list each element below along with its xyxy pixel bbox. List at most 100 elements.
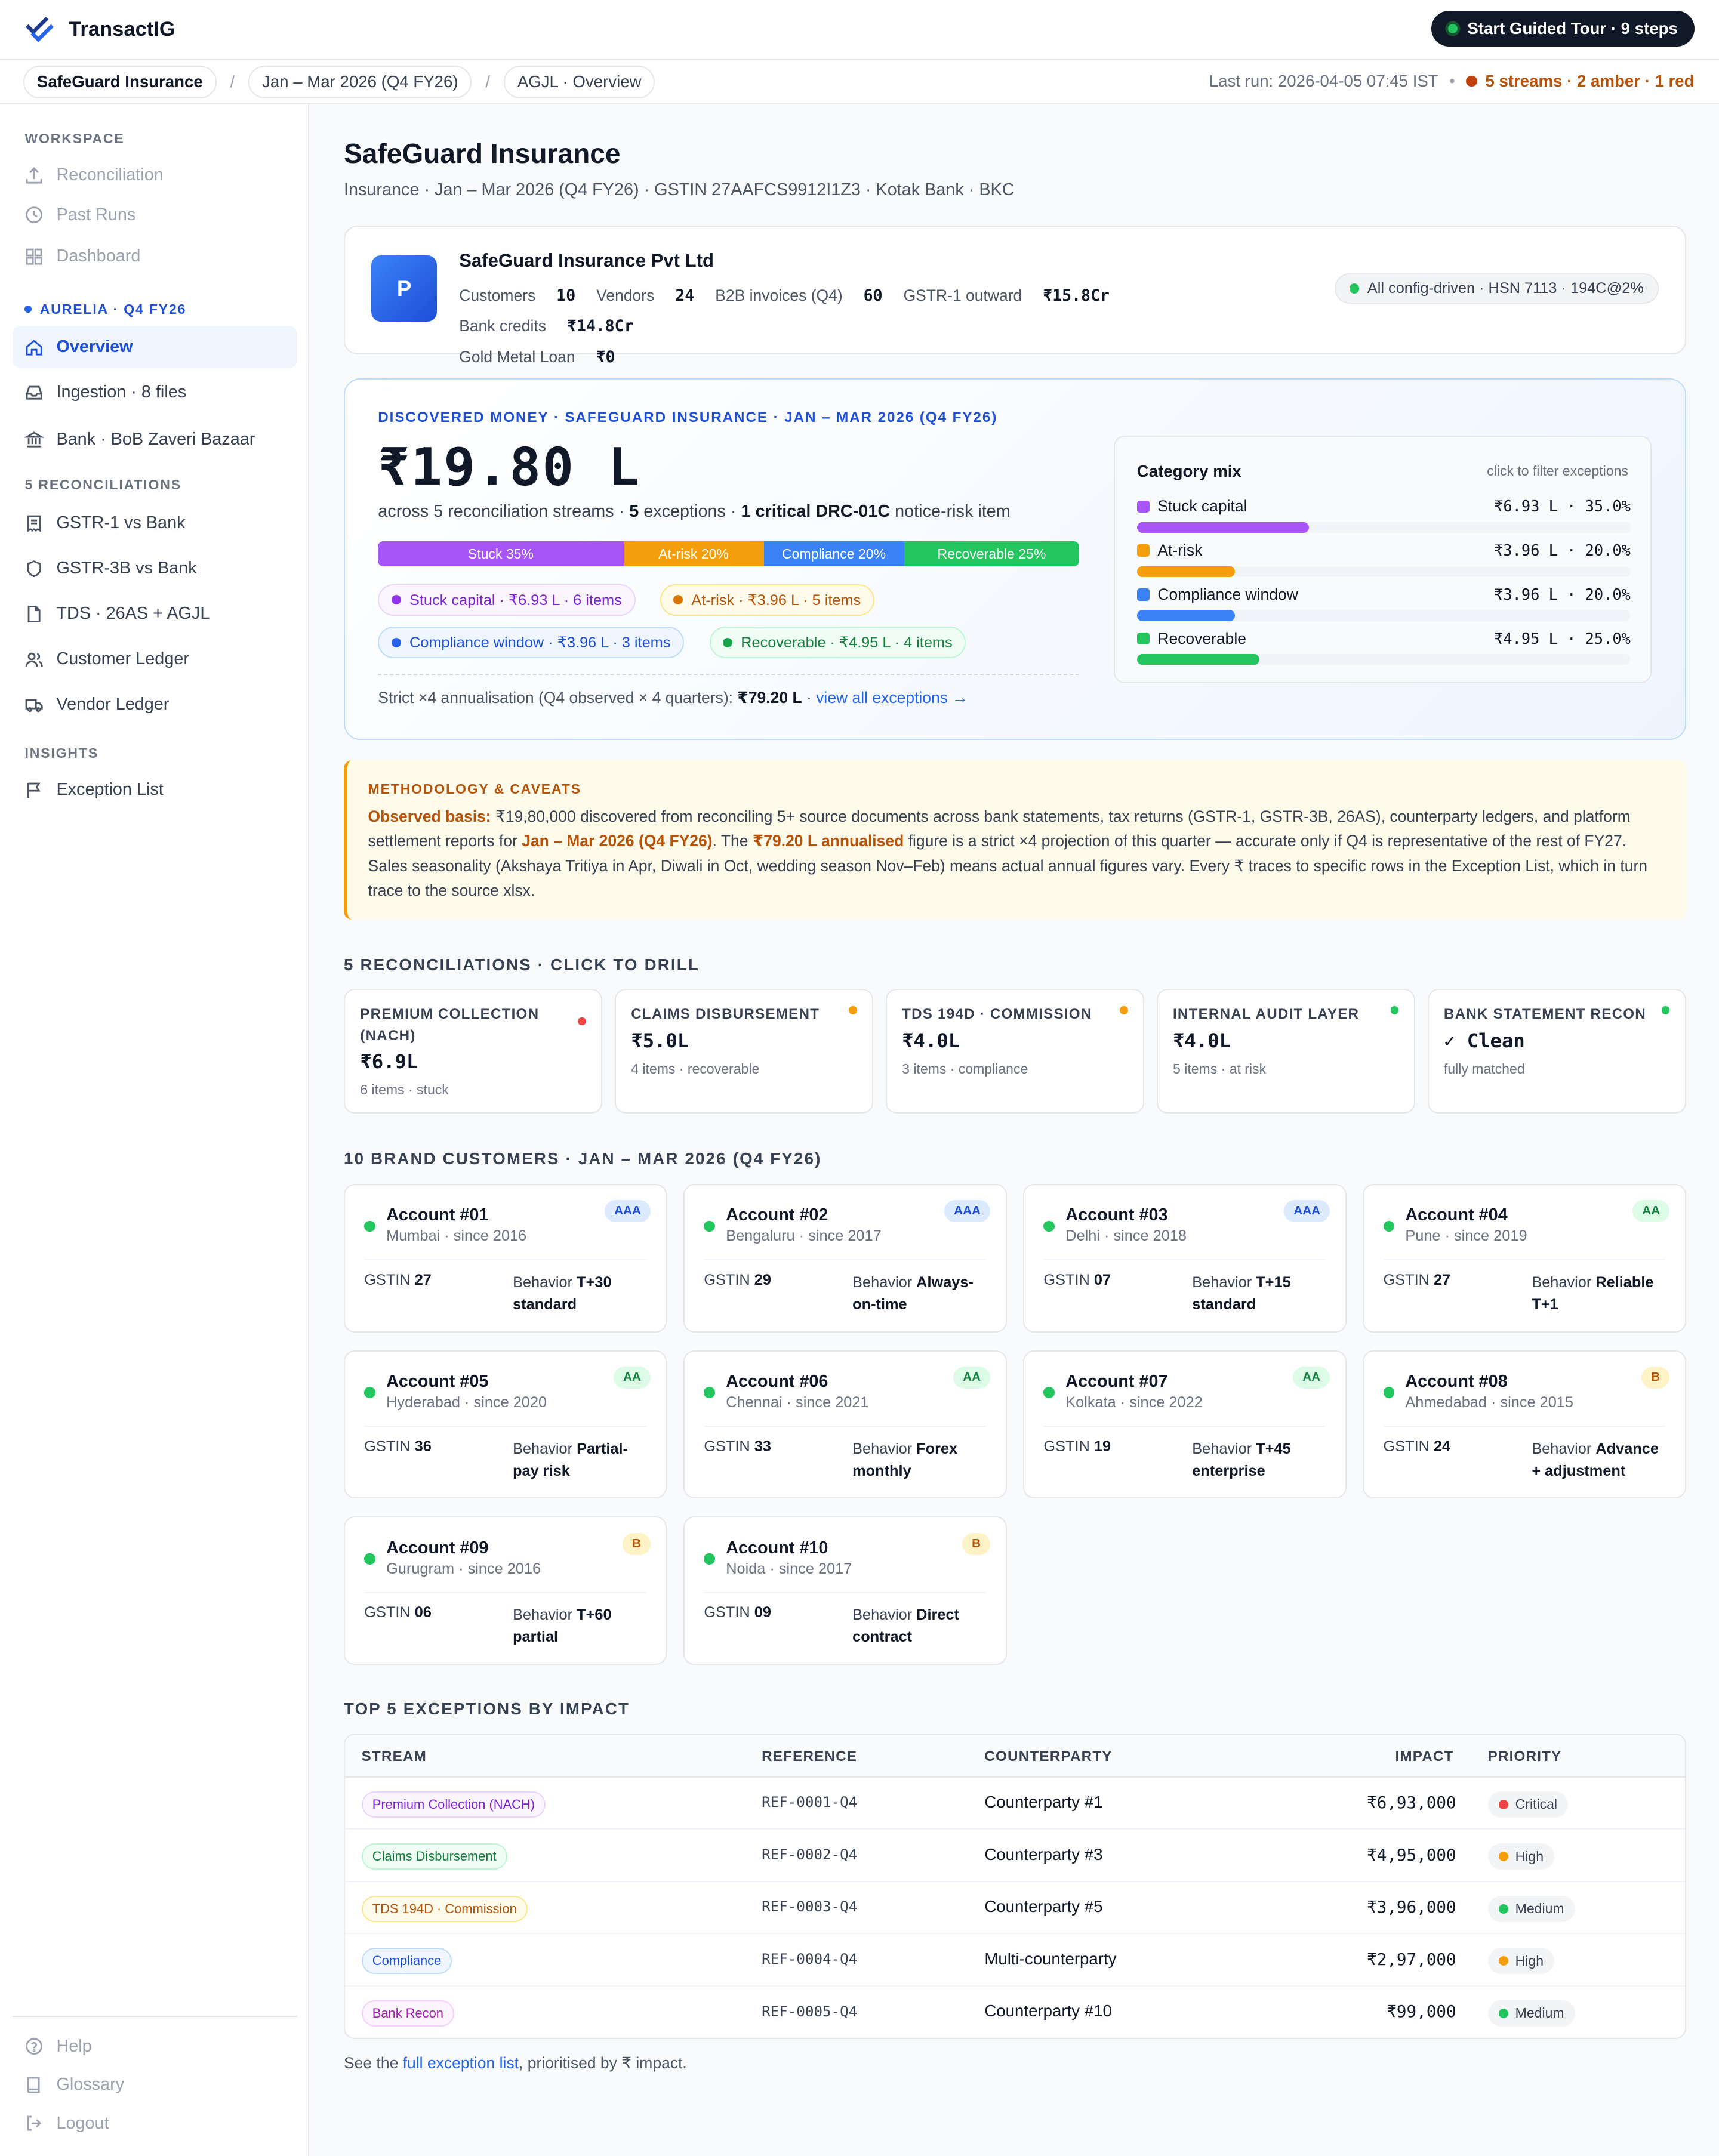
status-dot-icon [364,1387,375,1398]
divider [364,1425,647,1427]
sidebar-item-gstr3b-vs-bank[interactable]: GSTR-3B vs Bank [13,547,297,590]
sidebar-item-past-runs[interactable]: Past Runs [13,194,297,236]
reference-cell: REF-0004-Q4 [762,1951,858,1968]
customer-card[interactable]: Account #10 Noida · since 2017 B GSTIN 09 Be… [683,1516,1007,1665]
column-header-reference[interactable]: REFERENCE [762,1748,858,1765]
customer-card[interactable]: Account #01 Mumbai · since 2016 AAA GSTIN 2… [344,1183,667,1333]
stream-tag[interactable]: Premium Collection (NACH) [361,1791,546,1818]
guided-tour-button[interactable]: Start Guided Tour · 9 steps [1431,11,1695,47]
crumb-entity[interactable]: SafeGuard Insurance [23,65,217,98]
sidebar-item-exception-list[interactable]: Exception List [13,769,297,811]
stat-label: Vendors [596,286,655,304]
sidebar-item-logout[interactable]: Logout [13,2102,297,2145]
tier-badge: B [962,1532,991,1555]
run-status[interactable]: 5 streams · 2 amber · 1 red [1466,72,1695,91]
mix-row-stuck[interactable]: Stuck capital ₹6.93 L · 35.0% [1136,497,1631,533]
segment-compliance[interactable]: Compliance 20% [763,541,904,566]
sidebar-item-reconciliation[interactable]: Reconciliation [13,154,297,196]
customer-card[interactable]: Account #07 Kolkata · since 2022 AA GSTIN 1… [1023,1350,1347,1499]
customer-behavior: Behavior T+15 standard [1192,1272,1329,1316]
chip-at-risk[interactable]: At-risk · ₹3.96 L · 5 items [660,584,875,616]
sidebar-item-label: Dashboard [56,246,141,266]
crumb-view[interactable]: AGJL · Overview [504,65,655,98]
status-dot-icon [1043,1387,1055,1398]
recon-sub: fully matched [1443,1061,1525,1077]
recon-card-claims[interactable]: CLAIMS DISBURSEMENT ₹5.0L 4 items · recove… [614,988,874,1114]
stream-tag[interactable]: Compliance [361,1948,452,1975]
behavior-value: Partial-pay risk [513,1440,628,1479]
impact-cell: ₹3,96,000 [1366,1897,1456,1917]
customer-card[interactable]: Account #09 Gurugram · since 2016 B GSTIN 0… [344,1516,667,1665]
column-header-priority[interactable]: PRIORITY [1487,1748,1562,1765]
sidebar-section-workspace: WORKSPACE [24,130,125,146]
mix-label: Recoverable [1157,629,1247,647]
stream-tag[interactable]: TDS 194D · Commission [361,1895,528,1922]
methodology-callout: METHODOLOGY & CAVEATS Observed basis: ₹1… [344,760,1686,920]
table-row[interactable]: Claims Disbursement REF-0002-Q4 Counterpar… [345,1830,1685,1882]
chip-label: Stuck capital · ₹6.93 L · 6 items [409,591,622,609]
sidebar-item-ingestion[interactable]: Ingestion · 8 files [13,371,297,414]
customer-name: Account #05 [386,1372,489,1392]
customer-card[interactable]: Account #05 Hyderabad · since 2020 AA GSTIN… [344,1350,667,1499]
customer-gstin: GSTIN 27 [364,1272,432,1289]
status-dot-icon [1349,283,1360,294]
app-logo[interactable]: TransactIG [24,14,175,45]
customer-card[interactable]: Account #03 Delhi · since 2018 AAA GSTIN 07… [1023,1183,1347,1333]
priority-badge: High [1487,1948,1555,1975]
recon-card-tds[interactable]: TDS 194D · COMMISSION ₹4.0L 3 items · comp… [885,988,1144,1114]
sidebar-item-overview[interactable]: Overview [12,326,297,369]
recon-card-bank-statement[interactable]: BANK STATEMENT RECON ✓ Clean fully matched [1427,988,1686,1114]
customer-name: Account #10 [726,1538,828,1557]
mix-row-at-risk[interactable]: At-risk ₹3.96 L · 20.0% [1136,541,1631,578]
sidebar-item-bank[interactable]: Bank · BoB Zaveri Bazaar [13,418,297,460]
divider [704,1259,987,1260]
sidebar-item-vendor-ledger[interactable]: Vendor Ledger [13,683,297,726]
view-all-exceptions-link[interactable]: view all exceptions → [816,688,968,707]
customer-card[interactable]: Account #02 Bengaluru · since 2017 AAA GSTI… [683,1183,1007,1333]
methodology-text: Observed basis: ₹19,80,000 discovered fr… [368,804,1668,903]
table-row[interactable]: Premium Collection (NACH) REF-0001-Q4 Coun… [345,1778,1685,1830]
stream-tag[interactable]: Claims Disbursement [361,1843,507,1870]
full-exception-list-link[interactable]: full exception list [402,2054,519,2072]
counterparty-cell: Counterparty #5 [984,1897,1103,1916]
recon-card-premium[interactable]: PREMIUM COLLECTION (NACH) ₹6.9L 6 items · … [344,988,603,1114]
mix-row-recoverable[interactable]: Recoverable ₹4.95 L · 25.0% [1136,629,1631,665]
table-row[interactable]: TDS 194D · Commission REF-0003-Q4 Counterp… [345,1882,1685,1935]
sidebar-item-help[interactable]: Help [13,2025,297,2068]
recon-value: ₹5.0L [631,1029,689,1053]
chip-stuck-capital[interactable]: Stuck capital · ₹6.93 L · 6 items [378,584,636,616]
crumb-period[interactable]: Jan – Mar 2026 (Q4 FY26) [248,65,472,98]
category-stacked-bar[interactable]: Stuck 35% At-risk 20% Compliance 20% Rec… [378,541,1080,566]
sidebar-item-glossary[interactable]: Glossary [13,2064,297,2106]
sidebar-item-label: Vendor Ledger [56,695,170,714]
column-header-counterparty[interactable]: COUNTERPARTY [984,1748,1113,1765]
mix-value: ₹6.93 L · 35.0% [1494,497,1631,516]
status-dot-icon [364,1220,375,1232]
methodology-heading: METHODOLOGY & CAVEATS [368,781,581,797]
recon-card-internal-audit[interactable]: INTERNAL AUDIT LAYER ₹4.0L 5 items · at ri… [1156,988,1415,1114]
sidebar-item-label: Reconciliation [56,165,164,185]
stream-tag[interactable]: Bank Recon [361,2000,455,2027]
sidebar-item-tds[interactable]: TDS · 26AS + AGJL [13,593,297,635]
chip-recoverable[interactable]: Recoverable · ₹4.95 L · 4 items [709,627,966,659]
segment-recoverable[interactable]: Recoverable 25% [904,541,1080,566]
customer-card[interactable]: Account #06 Chennai · since 2021 AA GSTIN 3… [683,1350,1007,1499]
column-header-stream[interactable]: STREAM [361,1748,427,1765]
customer-name: Account #09 [386,1538,489,1557]
segment-stuck[interactable]: Stuck 35% [378,541,624,566]
chip-compliance-window[interactable]: Compliance window · ₹3.96 L · 3 items [378,627,685,659]
mix-row-compliance[interactable]: Compliance window ₹3.96 L · 20.0% [1136,585,1631,621]
customer-card[interactable]: Account #04 Pune · since 2019 AA GSTIN 27 Be… [1363,1183,1686,1333]
sidebar-item-customer-ledger[interactable]: Customer Ledger [13,638,297,680]
crumb-separator: / [230,72,235,91]
table-row[interactable]: Compliance REF-0004-Q4 Multi-counterparty ₹… [345,1934,1685,1987]
column-header-impact[interactable]: IMPACT [1395,1748,1454,1765]
customer-card[interactable]: Account #08 Ahmedabad · since 2015 B GSTIN … [1363,1350,1686,1499]
sidebar-item-dashboard[interactable]: Dashboard [13,235,297,277]
sidebar-item-gstr1-vs-bank[interactable]: GSTR-1 vs Bank [13,502,297,544]
priority-badge: High [1487,1843,1555,1870]
customer-behavior: Behavior T+30 standard [513,1272,650,1316]
counterparty-cell: Counterparty #1 [984,1793,1103,1812]
segment-at-risk[interactable]: At-risk 20% [623,541,764,566]
table-row[interactable]: Bank Recon REF-0005-Q4 Counterparty #10 ₹99… [345,1987,1685,2038]
